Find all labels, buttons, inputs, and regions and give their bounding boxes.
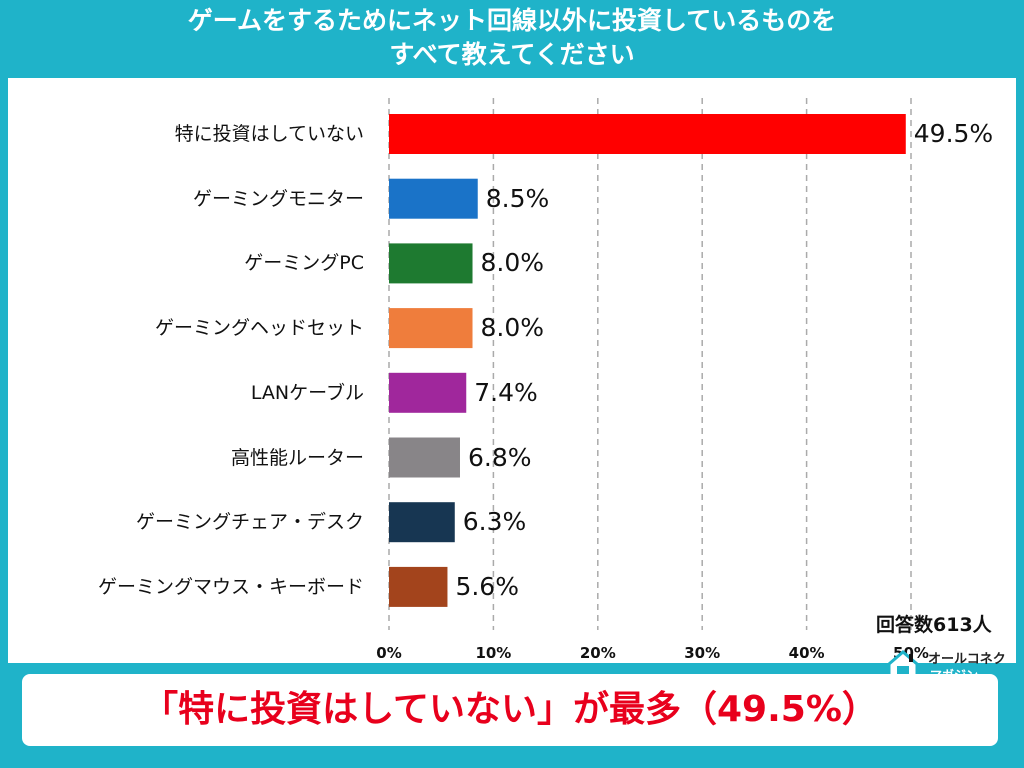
bar [389, 437, 460, 478]
category-label: ゲーミングヘッドセット [154, 317, 364, 340]
x-tick-label: 40% [788, 644, 825, 662]
category-label: 高性能ルーター [230, 446, 364, 469]
title-line-1: ゲームをするためにネット回線以外に投資しているものを [187, 6, 837, 35]
value-label: 8.5% [485, 183, 550, 213]
bar [389, 308, 473, 349]
value-label: 8.0% [480, 248, 545, 278]
category-label: 特に投資はしていない [174, 123, 364, 145]
respondent-count: 回答数613人 [876, 614, 992, 636]
x-tick-label: 10% [475, 644, 512, 662]
x-tick-label: 30% [684, 644, 721, 662]
category-label: LANケーブル [250, 381, 364, 404]
value-label: 49.5% [913, 119, 994, 148]
category-label: ゲーミングチェア・デスク [135, 511, 364, 534]
bar [389, 114, 906, 154]
value-label: 7.4% [474, 377, 538, 407]
bar [389, 566, 448, 607]
category-label: ゲーミングマウス・キーボード [97, 575, 364, 598]
value-label: 6.3% [462, 507, 527, 537]
bar-chart [388, 98, 912, 630]
bar [389, 243, 473, 284]
title-line-2: すべて教えてください [389, 40, 635, 69]
bar [389, 178, 478, 219]
summary-banner: 「特に投資はしていない」が最多（49.5%） [22, 674, 998, 746]
category-label: ゲーミングモニター [192, 187, 364, 210]
x-tick-label: 0% [376, 644, 402, 662]
category-label: ゲーミングPC [244, 252, 364, 275]
chart-title: ゲームをするためにネット回線以外に投資しているものを すべて教えてください [0, 4, 1024, 72]
bar [389, 372, 467, 413]
value-label: 8.0% [480, 313, 545, 343]
x-tick-label: 20% [579, 644, 616, 662]
bar [389, 502, 455, 543]
value-label: 5.6% [455, 571, 519, 601]
value-label: 6.8% [467, 442, 532, 472]
chart-panel: 0% 10% 20% 30% 40% 50% 特に投資はしていない 49.5% ゲーミングモニタ… [8, 78, 1016, 686]
